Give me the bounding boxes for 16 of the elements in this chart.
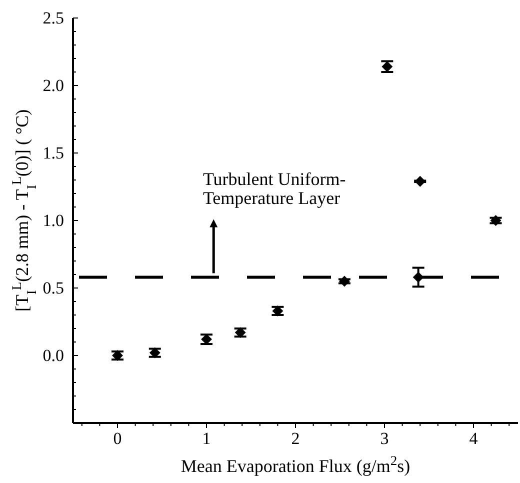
ref-line-label: Turbulent Uniform- Temperature Layer xyxy=(202,169,346,208)
y-tick-label: 1.0 xyxy=(42,210,64,230)
x-axis-title: Mean Evaporation Flux (g/m$^{2}$s) xyxy=(180,452,410,476)
point xyxy=(414,176,426,187)
y-tick-label: 1.5 xyxy=(42,143,64,162)
x-tick-label: 0 xyxy=(113,429,122,448)
y-tick-label: 2.0 xyxy=(42,76,64,95)
point xyxy=(338,276,350,287)
x-tick-label: 2 xyxy=(291,429,300,448)
y-tick-label: 0.5 xyxy=(42,278,64,298)
x-tick-label: 4 xyxy=(469,429,478,448)
y-tick-label: 2.5 xyxy=(42,8,64,28)
x-tick-label: 3 xyxy=(380,429,389,448)
point xyxy=(412,272,424,283)
y-tick-label: 0.0 xyxy=(42,346,64,365)
x-tick-label: 1 xyxy=(202,429,211,448)
